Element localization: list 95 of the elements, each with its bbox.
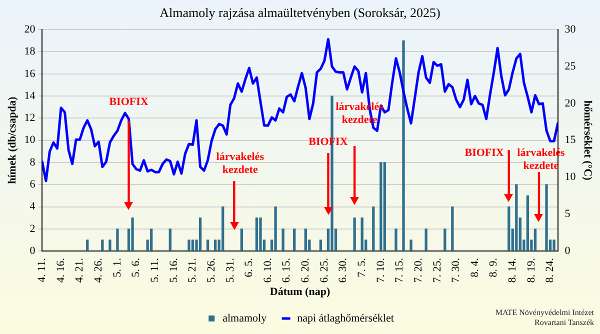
y-axis-title: hímek (db/csapda) [6,96,18,184]
x-tick-label: 8. 4. [468,258,481,278]
bar [552,240,556,251]
text: MATE Növényvédelmi Intézet [495,308,594,318]
bar [353,218,356,251]
bar [444,228,446,251]
x-tick-label: 5. 31. [224,258,236,283]
bar [451,206,454,251]
bar [319,240,322,251]
ref-line-label: BIOFIX [464,146,504,159]
bar [255,218,258,251]
bar [131,218,134,251]
y-tick-label: 0 [30,244,36,257]
x-tick-label: 8. 24. [544,258,556,283]
y-tick-label: 6 [30,178,36,191]
x-tick-label: 5. 26. [205,258,218,283]
x-tick-label: 5. 6. [130,258,142,278]
bar [206,240,210,251]
y2-tick-label: 0 [564,244,571,257]
ref-line-label: lárvakelés kezdete [216,150,265,176]
bar [372,206,375,251]
bar [526,195,530,251]
x-tick-label: 7. 10. [374,258,387,283]
bar [101,240,104,251]
legend-label: almamoly [222,312,268,324]
x-tick-label: 4. 21. [74,258,86,283]
x-tick-label: 6. 30. [337,258,350,283]
bar [508,206,510,251]
y2-tick-label: 25 [564,60,576,72]
bar [191,240,194,251]
text: Rovartani Tanszék [534,318,594,328]
y-tick-label: 4 [30,200,36,213]
bar [108,240,112,251]
bar [360,218,364,251]
x-tick-label: 8. 14. [506,258,519,283]
x-tick-label: 7. 15. [394,258,406,283]
bar [394,228,398,251]
chart-title: Almamoly rajzása almaültetvényben (Soroksár, 2025) [160,5,440,20]
x-tick-label: 7. 30. [450,258,462,283]
x-tick-label: 5. 21. [186,258,199,283]
x-axis-title: Dátum (nap) [270,286,330,298]
y2-tick-label: 10 [564,171,576,184]
y2-axis-title: hőmérséklet (°C) [582,100,594,181]
x-tick-label: 8. 19. [525,258,538,283]
y2-tick-label: 20 [564,97,576,110]
y2-tick-label: 5 [564,208,571,220]
y-tick-label: 12 [24,112,36,124]
bar [545,184,548,251]
x-tick-label: 5. 16. [168,258,180,283]
y-tick-label: 2 [30,222,36,235]
y2-tick-label: 30 [564,23,576,36]
x-tick-label: 7. 25. [431,258,444,283]
bar [274,206,277,251]
x-tick-label: 6. 20. [300,258,312,283]
bar [168,228,172,251]
bar [410,240,412,251]
x-tick-label: 7. 5. [356,258,368,278]
x-tick-label: 4. 11. [36,258,48,282]
bar [293,228,296,251]
bar [86,240,89,251]
x-tick-label: 4. 26. [92,258,105,283]
y2-tick-label: 15 [564,134,576,146]
y-tick-label: 16 [24,68,36,80]
bar [116,228,119,251]
bar [240,228,243,251]
x-tick-label: 5. 1. [111,258,124,278]
bar [222,206,224,251]
x-tick-label: 7. 20. [412,258,424,283]
x-tick-label: 6. 15. [280,258,293,283]
bar [259,218,262,251]
x-tick-label: 8. 9. [488,258,500,278]
y-tick-label: 20 [24,23,36,36]
bar [380,162,382,251]
bar [198,218,202,251]
y-tick-label: 18 [24,46,36,58]
y-tick-label: 14 [24,90,36,102]
x-tick-label: 5. 11. [148,258,161,282]
bar [534,228,537,251]
x-tick-label: 6. 5. [243,258,256,278]
y-tick-label: 8 [30,156,36,168]
bar [188,240,190,251]
bar [282,228,284,251]
bar [424,228,428,251]
bar [150,228,153,251]
bar [515,184,518,251]
x-tick-label: 6. 10. [262,258,274,283]
bar [304,228,307,251]
bar [214,240,217,251]
y-tick-label: 10 [24,134,36,146]
x-tick-label: 6. 25. [318,258,330,283]
legend-label: napi átlaghőmérséklet [297,312,394,324]
x-tick-label: 4. 16. [54,258,67,283]
bar [383,162,386,251]
bar [402,40,405,251]
ref-line-label: BIOFIX [109,96,148,108]
